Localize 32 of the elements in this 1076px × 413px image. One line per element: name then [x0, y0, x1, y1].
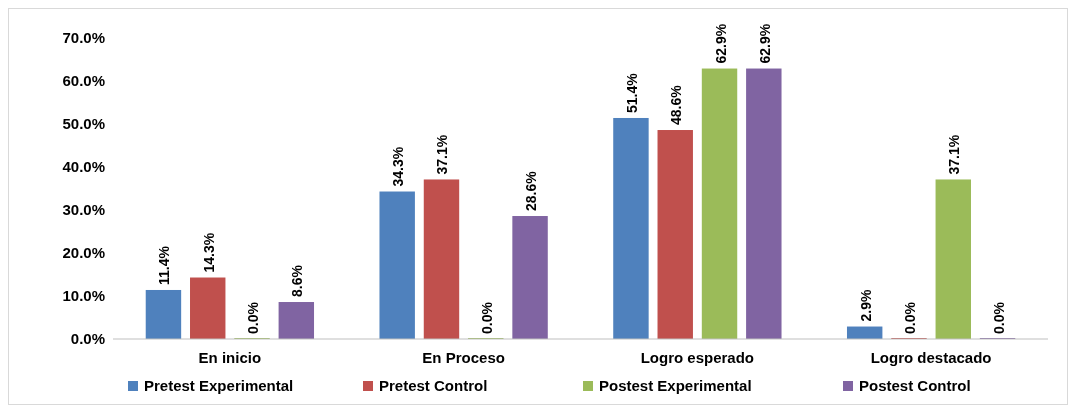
- x-tick-label: Logro esperado: [640, 349, 755, 366]
- data-label: 2.9%: [857, 289, 874, 322]
- data-label: 62.9%: [756, 23, 773, 64]
- data-label: 37.1%: [946, 134, 963, 175]
- x-tick-label: Logro destacado: [870, 349, 992, 366]
- data-label: 11.4%: [156, 245, 173, 285]
- data-label: 0.0%: [990, 301, 1007, 334]
- y-tick-label: 40.0%: [62, 158, 105, 176]
- data-label: 0.0%: [245, 301, 262, 334]
- legend-label: Postest Experimental: [599, 377, 752, 394]
- y-tick-label: 10.0%: [62, 287, 105, 305]
- y-tick-label: 30.0%: [62, 201, 105, 219]
- x-tick-label: En Proceso: [422, 349, 505, 366]
- x-tick-label: En inicio: [198, 349, 262, 366]
- data-label: 8.6%: [289, 264, 306, 298]
- data-label: 28.6%: [523, 170, 540, 212]
- data-label: 34.3%: [390, 146, 407, 187]
- y-tick-label: 70.0%: [62, 29, 105, 47]
- legend-label: Pretest Control: [379, 377, 488, 394]
- data-label: 0.0%: [901, 301, 918, 334]
- legend-label: Postest Control: [859, 377, 971, 394]
- y-tick-label: 60.0%: [62, 72, 105, 90]
- data-label: 37.1%: [434, 134, 451, 175]
- legend-label: Pretest Experimental: [144, 377, 294, 394]
- y-tick-label: 0.0%: [70, 330, 105, 348]
- data-label: 48.6%: [668, 84, 685, 126]
- data-label: 0.0%: [478, 301, 495, 334]
- y-tick-label: 20.0%: [62, 244, 105, 262]
- data-label: 62.9%: [712, 23, 729, 64]
- y-tick-label: 50.0%: [62, 115, 105, 133]
- data-label: 14.3%: [200, 232, 217, 273]
- data-label: 51.4%: [623, 72, 640, 113]
